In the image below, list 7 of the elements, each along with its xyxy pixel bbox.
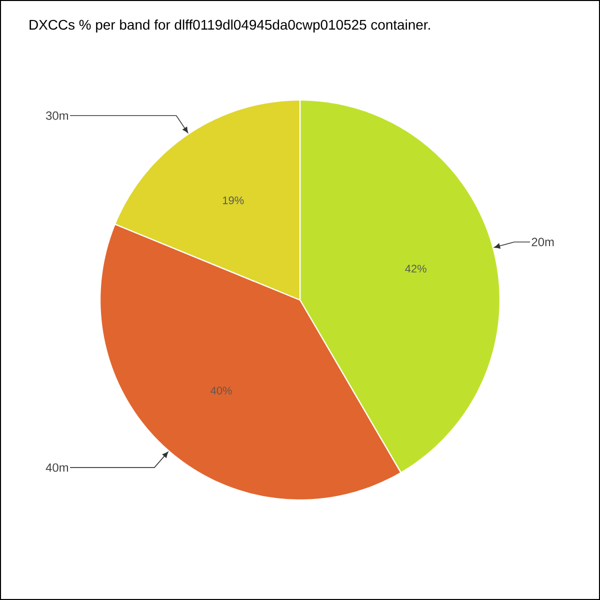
data-label: 19% [223,196,244,204]
data-label: 42% [405,264,426,272]
data-label: 40% [210,386,232,394]
slice-label: 20m [532,238,554,246]
slice-label: 30m [46,111,68,120]
chart-title: DXCCs % per band for dlff0119dl04945da0cwp010525 container. [30,19,430,32]
slice-label: 40m [46,463,68,472]
